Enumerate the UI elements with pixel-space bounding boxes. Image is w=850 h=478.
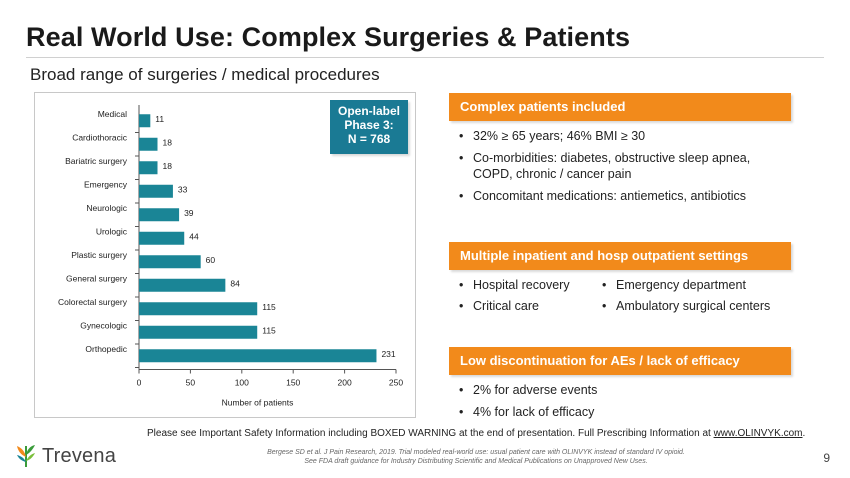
- bar: [139, 349, 377, 363]
- category-label: Bariatric surgery: [65, 156, 128, 166]
- study-callout: Open-label Phase 3: N = 768: [330, 100, 408, 154]
- callout-line-3: N = 768: [347, 132, 391, 146]
- data-label: 60: [206, 255, 216, 265]
- list-item: Hospital recovery: [458, 277, 648, 293]
- category-label: Colorectal surgery: [58, 297, 128, 307]
- category-label: Orthopedic: [85, 344, 127, 354]
- leaf-logo-icon: [17, 445, 35, 468]
- category-label: Gynecologic: [80, 320, 128, 330]
- data-label: 33: [178, 184, 188, 194]
- list-item: Ambulatory surgical centers: [601, 298, 791, 314]
- citation-line-2: See FDA draft guidance for Industry Dist…: [304, 458, 648, 465]
- callout-line-2: Phase 3:: [344, 118, 394, 132]
- category-label: General surgery: [66, 273, 128, 283]
- data-label: 11: [155, 114, 164, 124]
- category-label: Plastic surgery: [71, 250, 127, 260]
- prescribing-info-link[interactable]: www.OLINVYK.com: [713, 428, 803, 439]
- safety-note-text: Please see Important Safety Information …: [147, 428, 714, 439]
- x-tick-label: 150: [286, 378, 300, 388]
- trevena-logo: Trevena: [14, 442, 116, 470]
- x-tick-label: 250: [389, 378, 403, 388]
- bar: [139, 325, 258, 339]
- bar: [139, 255, 201, 269]
- bar: [139, 278, 226, 292]
- list-item: Concomitant medications: antiemetics, an…: [458, 188, 778, 204]
- bar: [139, 137, 158, 151]
- list-item: Emergency department: [601, 277, 791, 293]
- list-item: Critical care: [458, 298, 648, 314]
- patients-bar-chart: Medical 11 Cardiothoracic 18 Bariatric surge…: [58, 105, 403, 408]
- page-title: Real World Use: Complex Surgeries & Pati…: [26, 22, 631, 52]
- callout-line-1: Open-label: [337, 104, 400, 118]
- bar: [139, 231, 185, 245]
- page-number: 9: [823, 451, 830, 465]
- bar: [139, 114, 151, 128]
- x-tick-label: 0: [137, 378, 142, 388]
- data-label: 231: [381, 349, 395, 359]
- category-label: Emergency: [84, 179, 128, 189]
- x-tick-label: 100: [235, 378, 249, 388]
- complex-patients-list: 32% ≥ 65 years; 46% BMI ≥ 30 Co-morbidit…: [458, 128, 778, 210]
- x-tick-label: 200: [338, 378, 352, 388]
- bar: [139, 302, 258, 316]
- discontinuation-list: 2% for adverse events 4% for lack of eff…: [458, 382, 778, 426]
- list-item: 32% ≥ 65 years; 46% BMI ≥ 30: [458, 128, 778, 144]
- category-label: Neurologic: [86, 203, 127, 213]
- complex-patients-header: Complex patients included: [449, 93, 791, 121]
- data-label: 18: [163, 161, 173, 171]
- category-label: Medical: [98, 109, 127, 119]
- list-item: Co-morbidities: diabetes, obstructive sl…: [458, 150, 778, 182]
- settings-list-right: Emergency department Ambulatory surgical…: [601, 277, 791, 319]
- title-divider: [26, 57, 824, 58]
- list-item: 4% for lack of efficacy: [458, 404, 778, 420]
- logo-wordmark: Trevena: [42, 444, 117, 467]
- data-label: 84: [230, 278, 240, 288]
- safety-note-end: .: [802, 428, 806, 439]
- bar: [139, 208, 180, 222]
- settings-list-left: Hospital recovery Critical care: [458, 277, 648, 319]
- settings-header: Multiple inpatient and hosp outpatient s…: [449, 242, 791, 270]
- list-item: 2% for adverse events: [458, 382, 778, 398]
- data-label: 115: [262, 325, 276, 335]
- discontinuation-header: Low discontinuation for AEs / lack of ef…: [449, 347, 791, 375]
- bar: [139, 161, 158, 175]
- citation-line-1: Bergese SD et al. J Pain Research, 2019.…: [267, 449, 685, 456]
- data-label: 18: [163, 137, 173, 147]
- page-subtitle: Broad range of surgeries / medical proce…: [30, 65, 380, 84]
- bar: [139, 184, 173, 198]
- safety-note: Please see Important Safety Information …: [147, 428, 805, 439]
- x-axis-label: Number of patients: [222, 398, 294, 408]
- category-label: Cardiothoracic: [72, 132, 128, 142]
- x-tick-label: 50: [186, 378, 196, 388]
- data-label: 39: [184, 208, 194, 218]
- data-label: 44: [189, 231, 199, 241]
- data-label: 115: [262, 302, 276, 312]
- category-label: Urologic: [96, 226, 128, 236]
